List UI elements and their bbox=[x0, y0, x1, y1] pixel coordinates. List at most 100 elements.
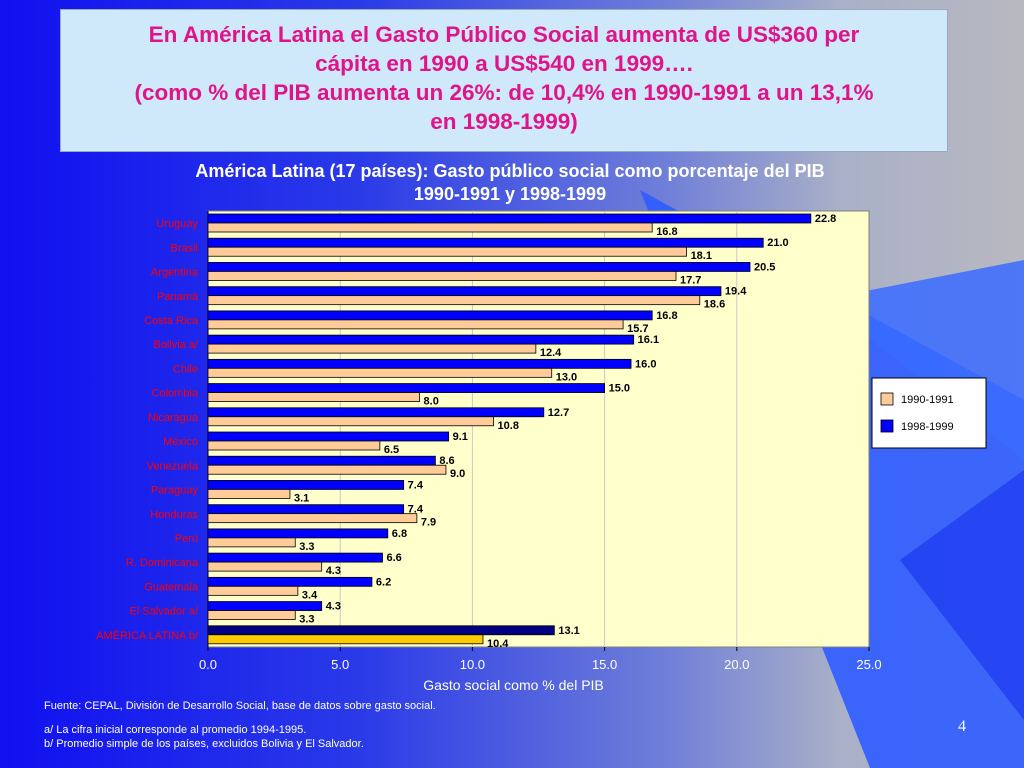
data-label-1998-1999: 16.8 bbox=[656, 310, 677, 322]
bar-1998-1999 bbox=[207, 310, 653, 321]
data-label-1990-1991: 10.4 bbox=[487, 638, 509, 650]
bar-1990-1991 bbox=[207, 561, 323, 572]
data-label-1990-1991: 12.4 bbox=[540, 347, 562, 359]
bar-1990-1991 bbox=[207, 585, 299, 596]
bar-1998-1999 bbox=[207, 576, 373, 587]
data-label-1998-1999: 21.0 bbox=[767, 237, 788, 249]
data-label-1998-1999: 16.0 bbox=[635, 358, 656, 370]
data-label-1998-1999: 7.4 bbox=[408, 479, 424, 491]
bar-1998-1999 bbox=[207, 504, 405, 515]
chart-title-line: 1990-1991 y 1998-1999 bbox=[413, 184, 607, 204]
footnote-b: b/ Promedio simple de los países, exclui… bbox=[44, 738, 364, 750]
bar-1998-1999 bbox=[207, 286, 722, 297]
bar-1998-1999 bbox=[207, 480, 405, 490]
data-label-1998-1999: 22.8 bbox=[815, 213, 836, 225]
bar-1990-1991 bbox=[207, 319, 624, 330]
category-label: Honduras bbox=[150, 509, 198, 521]
category-label: Bolivia a/ bbox=[153, 339, 199, 351]
header-line: cápita en 1990 a US$540 en 1999…. bbox=[315, 51, 693, 76]
bar-1998-1999 bbox=[207, 528, 389, 539]
data-label-1990-1991: 3.1 bbox=[294, 492, 309, 504]
bar-1998-1999 bbox=[207, 601, 323, 611]
legend-swatch bbox=[880, 392, 894, 406]
data-label-1998-1999: 6.8 bbox=[392, 528, 407, 540]
x-tick-label: 15.0 bbox=[592, 657, 617, 672]
data-label-1998-1999: 7.4 bbox=[408, 504, 424, 516]
data-label-1998-1999: 16.1 bbox=[638, 334, 659, 346]
data-label-1998-1999: 6.6 bbox=[387, 552, 402, 564]
bar-1998-1999 bbox=[207, 237, 764, 248]
bar-1998-1999 bbox=[207, 431, 450, 442]
data-label-1990-1991: 3.4 bbox=[302, 589, 318, 601]
legend-label: 1998-1999 bbox=[901, 421, 954, 433]
data-label-1990-1991: 18.6 bbox=[704, 299, 725, 311]
data-label-1990-1991: 9.0 bbox=[450, 468, 465, 480]
bar-1990-1991 bbox=[207, 416, 494, 427]
bar-1998-1999 bbox=[207, 552, 383, 563]
category-label: Argentina bbox=[151, 267, 199, 279]
bar-1990-1991 bbox=[207, 489, 291, 499]
data-label-1990-1991: 3.3 bbox=[299, 614, 314, 626]
bar-1998-1999 bbox=[207, 383, 606, 393]
category-label: Panamá bbox=[157, 291, 199, 303]
data-label-1990-1991: 18.1 bbox=[691, 250, 712, 262]
category-label: El Salvador a/ bbox=[130, 606, 199, 618]
data-label-1990-1991: 17.7 bbox=[680, 274, 701, 286]
data-label-1990-1991: 3.3 bbox=[299, 541, 314, 553]
legend-swatch bbox=[880, 419, 894, 433]
category-label: México bbox=[163, 436, 198, 448]
data-label-1990-1991: 7.9 bbox=[421, 517, 436, 529]
bar-1990-1991 bbox=[207, 246, 687, 257]
bar-1990-1991 bbox=[207, 271, 677, 281]
category-label: R. Dominicana bbox=[126, 557, 199, 569]
bar-1990-1991 bbox=[207, 440, 381, 451]
bar-1990-1991 bbox=[207, 610, 296, 620]
data-label-1990-1991: 8.0 bbox=[424, 396, 439, 408]
bar-1990-1991 bbox=[207, 513, 418, 524]
x-tick-label: 0.0 bbox=[199, 657, 217, 672]
page-number: 4 bbox=[958, 718, 966, 735]
data-label-1990-1991: 15.7 bbox=[627, 323, 648, 335]
bar-1990-1991 bbox=[207, 537, 296, 548]
bar-1998-1999 bbox=[207, 213, 812, 224]
bar-1998-1999 bbox=[207, 625, 555, 636]
data-label-1998-1999: 6.2 bbox=[376, 576, 391, 588]
data-label-1990-1991: 13.0 bbox=[556, 371, 577, 383]
chart-title-line: América Latina (17 países): Gasto públic… bbox=[195, 161, 825, 181]
category-label: Colombia bbox=[152, 388, 199, 400]
data-label-1990-1991: 6.5 bbox=[384, 444, 399, 456]
bar-1998-1999 bbox=[207, 358, 632, 369]
bar-1998-1999 bbox=[207, 262, 751, 272]
data-label-1998-1999: 8.6 bbox=[439, 455, 454, 467]
data-label-1998-1999: 9.1 bbox=[453, 431, 468, 443]
bar-1990-1991 bbox=[207, 634, 484, 645]
data-label-1998-1999: 13.1 bbox=[558, 625, 579, 637]
data-label-1998-1999: 20.5 bbox=[754, 261, 775, 273]
header-line: en 1998-1999) bbox=[430, 109, 578, 134]
bar-1990-1991 bbox=[207, 367, 553, 378]
data-label-1998-1999: 19.4 bbox=[725, 286, 747, 298]
category-label: Uruguay bbox=[156, 218, 198, 230]
category-label: AMÉRICA LATINA b/ bbox=[96, 629, 199, 642]
data-label-1990-1991: 10.8 bbox=[498, 420, 519, 432]
bar-1990-1991 bbox=[207, 392, 420, 402]
data-label-1998-1999: 4.3 bbox=[326, 601, 341, 613]
bar-1998-1999 bbox=[207, 407, 545, 418]
category-label: Guatemala bbox=[144, 581, 199, 593]
header-line: (como % del PIB aumenta un 26%: de 10,4%… bbox=[134, 80, 874, 105]
category-label: Chile bbox=[173, 363, 198, 375]
category-label: Brasil bbox=[170, 242, 198, 254]
category-label: Costa Rica bbox=[144, 315, 199, 327]
bar-1998-1999 bbox=[207, 455, 436, 466]
header-line: En América Latina el Gasto Público Socia… bbox=[148, 22, 860, 47]
footnote-source: Fuente: CEPAL, División de Desarrollo So… bbox=[44, 700, 436, 712]
x-tick-label: 5.0 bbox=[331, 657, 349, 672]
legend-box bbox=[871, 377, 987, 449]
data-label-1990-1991: 4.3 bbox=[326, 565, 341, 577]
bar-1990-1991 bbox=[207, 343, 537, 354]
bar-1990-1991 bbox=[207, 222, 653, 233]
slide-header: En América Latina el Gasto Público Socia… bbox=[60, 9, 948, 152]
data-label-1990-1991: 16.8 bbox=[656, 226, 677, 238]
plot-area bbox=[207, 210, 870, 648]
